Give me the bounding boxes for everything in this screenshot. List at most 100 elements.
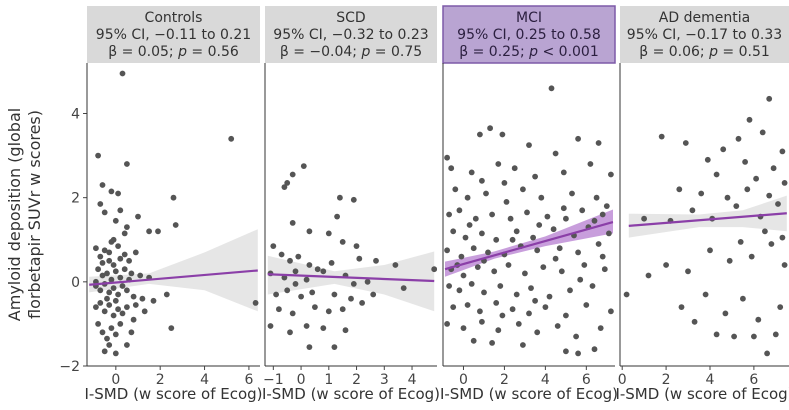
panel-ci-text: 95% CI, −0.32 to 0.23 [273,27,428,43]
data-point [608,308,614,315]
data-point [370,291,377,298]
data-point [281,274,288,281]
data-point [325,230,332,237]
panel-title: Controls [145,10,203,26]
data-point [284,180,291,186]
data-point [295,253,302,260]
data-point [106,289,113,296]
data-point [314,266,321,273]
data-point [104,335,110,342]
data-point [320,268,327,275]
data-point [115,291,121,298]
data-point [477,131,483,138]
data-point [499,131,506,138]
data-point [337,194,343,201]
data-point [489,340,495,346]
data-point [331,291,338,298]
data-point [528,285,534,291]
data-point [172,222,179,228]
data-point [112,268,119,275]
data-point [606,230,612,237]
panel-beta-p-text: β = 0.25; p < 0.001 [459,44,599,60]
data-point [495,161,502,167]
data-point [479,230,485,237]
data-point [121,230,128,237]
data-point [117,274,124,281]
x-axis-title: I-SMD (w score of Ecog) [84,385,262,403]
x-tick-label: 4 [200,372,209,388]
data-point [468,281,475,287]
data-point [698,190,705,197]
data-point [601,266,608,273]
data-point [458,253,465,260]
data-point [775,201,781,207]
data-point [132,249,139,256]
data-point [581,262,588,268]
beta-text: β = 0.25; [459,44,529,60]
data-point [479,177,485,184]
data-point [108,325,115,331]
data-point [735,135,742,142]
data-point [682,140,689,146]
data-point [556,245,563,252]
data-point [101,308,108,315]
data-point [495,327,502,334]
data-point [99,260,106,266]
panel-strip [620,6,789,63]
data-point [560,205,567,212]
data-point [532,297,538,304]
data-point [474,264,481,270]
data-point [456,207,463,214]
data-point [534,247,541,254]
data-point [95,152,101,159]
data-point [306,262,313,268]
data-point [228,135,235,142]
data-point [110,285,117,291]
data-point [702,291,709,298]
panel-title: SCD [336,10,365,26]
data-point [746,116,753,123]
data-point [731,333,737,340]
data-point [278,251,285,258]
data-point [110,312,117,319]
data-point [452,186,459,193]
p-symbol: p [528,44,538,60]
data-point [753,175,759,182]
data-point [331,344,338,350]
data-point [124,342,130,348]
x-tick-label: 1 [324,372,333,388]
data-point [276,306,282,313]
data-point [493,300,500,306]
data-point [135,213,141,220]
confidence-band [89,229,258,312]
data-point [554,323,561,329]
data-point [558,268,565,275]
data-point [704,156,711,163]
data-point [287,257,293,264]
data-point [110,236,117,243]
data-point [444,321,450,327]
data-point [106,302,113,308]
data-point [132,302,139,308]
x-tick-label: 0 [618,372,627,388]
data-point [101,247,108,254]
data-point [759,129,766,136]
data-point [446,283,452,289]
data-point [359,300,365,306]
panel-strip [442,5,616,64]
data-point [526,142,532,149]
data-point [464,302,471,308]
data-point [115,190,121,197]
data-point [130,316,137,323]
panel-beta-p-text: β = 0.05; p = 0.56 [108,44,239,60]
data-point [126,257,132,264]
data-point [779,234,786,241]
data-point [450,228,457,235]
data-point [101,348,108,355]
data-point [97,253,104,260]
data-point [491,268,498,275]
data-point [464,194,471,201]
data-point [511,165,518,172]
data-point [713,171,720,178]
